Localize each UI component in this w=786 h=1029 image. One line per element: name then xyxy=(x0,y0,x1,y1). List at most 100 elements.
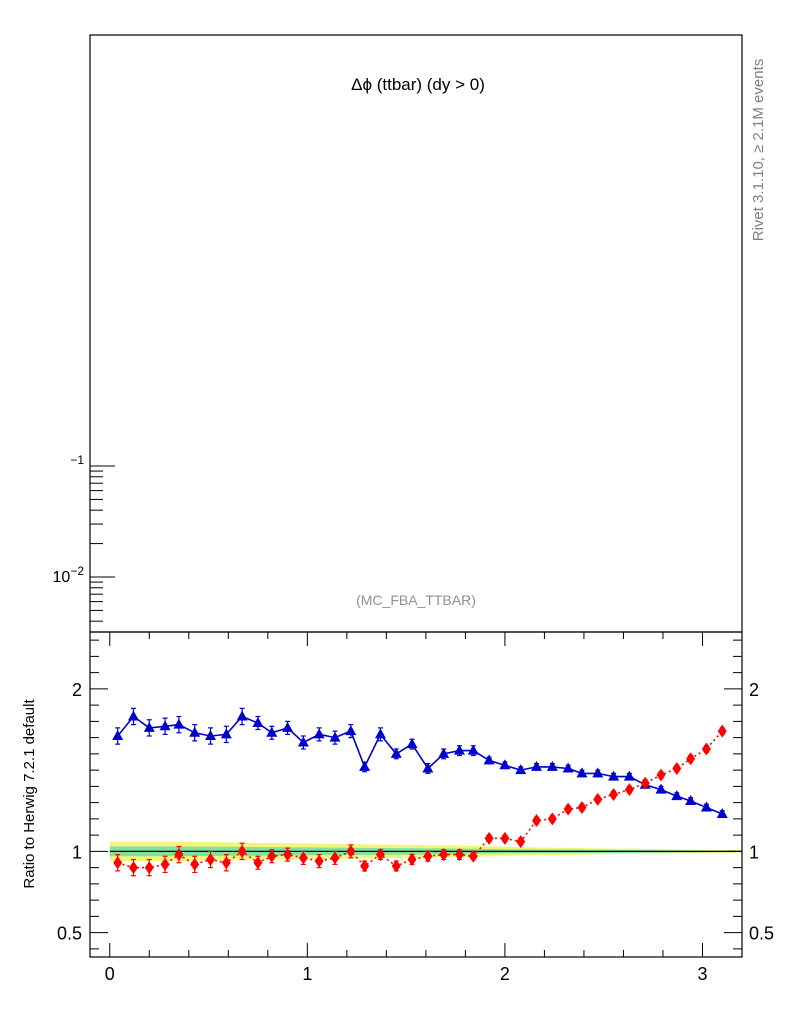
diamond-point xyxy=(577,801,587,814)
diamond-point xyxy=(128,861,138,875)
diamond-point xyxy=(314,854,324,868)
x-tick-label: 0 xyxy=(105,964,115,984)
triangle-point xyxy=(623,770,635,781)
diamond-point xyxy=(468,849,478,863)
triangle-point xyxy=(236,710,248,721)
x-tick-label: 2 xyxy=(500,964,510,984)
x-tick-label: 1 xyxy=(302,964,312,984)
triangle-point xyxy=(266,726,278,737)
diamond-point xyxy=(439,848,449,862)
triangle-point xyxy=(220,728,232,739)
diamond-point xyxy=(516,835,526,849)
triangle-point xyxy=(671,790,683,801)
triangle-point xyxy=(374,728,386,739)
ratio-y-axis-label: Ratio to Herwig 7.2.1 default xyxy=(21,699,38,889)
y-tick-label-right: 2 xyxy=(749,680,759,700)
triangle-point xyxy=(313,728,325,739)
diamond-point xyxy=(174,848,184,862)
triangle-point xyxy=(252,717,264,727)
triangle-point xyxy=(406,738,418,749)
diamond-point xyxy=(113,856,123,870)
diamond-point xyxy=(253,856,263,870)
diamond-point xyxy=(563,802,573,816)
triangle-point xyxy=(127,710,139,721)
triangle-point xyxy=(546,760,558,771)
triangle-point xyxy=(159,720,171,731)
triangle-point xyxy=(483,754,495,765)
diamond-point xyxy=(454,848,464,862)
series-line xyxy=(117,715,723,815)
ratio-series-group xyxy=(112,707,728,877)
triangle-point xyxy=(608,770,620,781)
series-diamond xyxy=(113,724,727,877)
main-y-axis: −1 10−2 xyxy=(53,453,115,622)
triangle-point xyxy=(700,801,712,812)
diamond-point xyxy=(547,812,557,826)
diamond-point xyxy=(532,814,542,827)
triangle-point xyxy=(173,718,185,729)
diamond-point xyxy=(237,844,247,858)
diamond-point xyxy=(160,857,170,871)
series-triangle xyxy=(112,707,728,818)
triangle-point xyxy=(297,736,309,747)
diamond-point xyxy=(267,849,277,863)
diamond-point xyxy=(407,853,417,866)
triangle-point xyxy=(359,760,371,771)
diamond-point xyxy=(375,848,385,862)
triangle-point xyxy=(685,795,697,805)
triangle-point xyxy=(453,744,465,755)
diamond-point xyxy=(298,851,308,865)
y-tick-label-left: 0.5 xyxy=(57,924,82,944)
diamond-point xyxy=(190,857,200,871)
analysis-watermark: (MC_FBA_TTBAR) xyxy=(356,592,476,608)
triangle-point xyxy=(467,744,479,755)
y-tick-label-left: 1 xyxy=(72,842,82,862)
triangle-point xyxy=(329,731,341,742)
diamond-point xyxy=(624,783,634,797)
triangle-point xyxy=(515,764,527,775)
main-ytick-label: −1 xyxy=(70,453,84,467)
triangle-point xyxy=(422,762,434,773)
triangle-point xyxy=(143,721,155,732)
diamond-point xyxy=(609,788,619,801)
diamond-point xyxy=(672,762,682,775)
main-ytick-label: 10−2 xyxy=(53,564,85,586)
triangle-point xyxy=(562,762,574,773)
triangle-point xyxy=(189,726,201,737)
triangle-point xyxy=(282,721,294,732)
triangle-point xyxy=(345,725,357,736)
diamond-point xyxy=(360,859,370,873)
diamond-point xyxy=(484,831,494,845)
diamond-point xyxy=(423,849,433,863)
main-panel: Δϕ (ttbar) (dy > 0) Rivet 3.1.10, ≥ 2.1M… xyxy=(53,34,767,633)
ratio-axes: 0 1 2 3 0.5 0.5 1 1 2 2 xyxy=(57,632,774,984)
y-tick-label-left: 2 xyxy=(72,680,82,700)
y-tick-label-right: 0.5 xyxy=(749,924,774,944)
triangle-point xyxy=(112,730,124,740)
diamond-point xyxy=(206,853,216,866)
triangle-point xyxy=(205,730,217,740)
y-tick-label-right: 1 xyxy=(749,842,759,862)
diamond-point xyxy=(346,844,356,858)
diamond-point xyxy=(144,861,154,875)
diamond-point xyxy=(656,768,666,782)
triangle-point xyxy=(592,767,604,778)
diamond-point xyxy=(593,792,603,806)
diamond-point xyxy=(391,859,401,873)
ratio-panel-frame xyxy=(89,631,743,958)
diamond-point xyxy=(640,776,650,790)
diamond-point xyxy=(283,848,293,862)
diamond-point xyxy=(701,742,711,756)
diamond-point xyxy=(330,851,340,865)
triangle-point xyxy=(531,760,543,771)
diamond-point xyxy=(717,724,727,738)
rivet-side-label: Rivet 3.1.10, ≥ 2.1M events xyxy=(750,59,767,242)
x-tick-label: 3 xyxy=(697,964,707,984)
triangle-point xyxy=(576,767,588,778)
diamond-point xyxy=(221,856,231,870)
triangle-point xyxy=(390,747,402,758)
ratio-panel: 0 1 2 3 0.5 0.5 1 1 2 2 Ratio to Herwig 7.2.1 def… xyxy=(21,631,774,984)
series-line xyxy=(117,730,723,869)
triangle-point xyxy=(499,759,511,770)
